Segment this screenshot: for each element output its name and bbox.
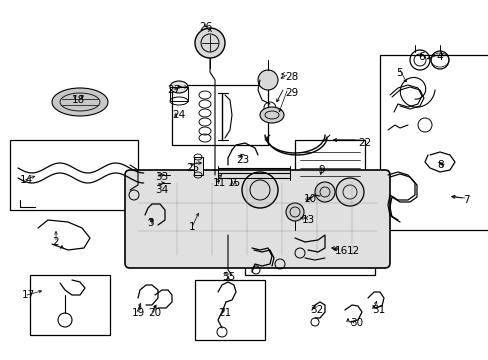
Bar xyxy=(195,280,264,340)
Text: 21: 21 xyxy=(218,308,231,318)
Text: 23: 23 xyxy=(236,155,249,165)
Circle shape xyxy=(314,182,334,202)
Text: 13: 13 xyxy=(302,215,315,225)
Text: 22: 22 xyxy=(357,138,370,148)
Bar xyxy=(294,140,364,205)
Text: 20: 20 xyxy=(148,308,161,318)
Text: 27: 27 xyxy=(167,85,180,95)
Bar xyxy=(30,275,110,335)
Text: 16: 16 xyxy=(334,246,347,256)
Text: 17: 17 xyxy=(22,290,35,300)
FancyBboxPatch shape xyxy=(125,170,389,268)
Circle shape xyxy=(242,172,278,208)
Text: 24: 24 xyxy=(172,110,185,120)
Text: 19: 19 xyxy=(132,308,145,318)
Text: 35: 35 xyxy=(222,272,235,282)
Circle shape xyxy=(285,203,304,221)
Text: 18: 18 xyxy=(72,95,85,105)
Ellipse shape xyxy=(170,81,187,93)
Ellipse shape xyxy=(52,88,108,116)
Text: 14: 14 xyxy=(20,175,33,185)
Text: 32: 32 xyxy=(309,305,323,315)
Text: 30: 30 xyxy=(349,318,363,328)
Text: 26: 26 xyxy=(199,22,212,32)
Text: 15: 15 xyxy=(227,178,241,188)
Text: 4: 4 xyxy=(435,52,442,62)
Ellipse shape xyxy=(260,107,284,123)
Text: 11: 11 xyxy=(213,178,226,188)
Text: 31: 31 xyxy=(371,305,385,315)
Bar xyxy=(10,140,138,210)
Bar xyxy=(244,235,374,275)
Circle shape xyxy=(258,70,278,90)
Text: 1: 1 xyxy=(189,222,195,232)
Text: 7: 7 xyxy=(462,195,468,205)
Text: 12: 12 xyxy=(346,246,360,256)
Bar xyxy=(172,85,267,145)
Text: 33: 33 xyxy=(155,172,168,182)
Text: 6: 6 xyxy=(417,52,424,62)
Bar xyxy=(379,55,488,230)
Text: 9: 9 xyxy=(317,165,324,175)
Text: 28: 28 xyxy=(285,72,298,82)
Text: 10: 10 xyxy=(304,194,317,204)
Text: 8: 8 xyxy=(436,160,443,170)
Text: 3: 3 xyxy=(147,218,153,228)
Bar xyxy=(194,157,203,175)
Text: 25: 25 xyxy=(185,163,199,173)
Text: 2: 2 xyxy=(52,237,59,247)
Text: 34: 34 xyxy=(155,185,168,195)
Bar xyxy=(170,87,187,101)
Circle shape xyxy=(195,28,224,58)
Circle shape xyxy=(335,178,363,206)
Text: 29: 29 xyxy=(285,88,298,98)
Text: 5: 5 xyxy=(395,68,402,78)
